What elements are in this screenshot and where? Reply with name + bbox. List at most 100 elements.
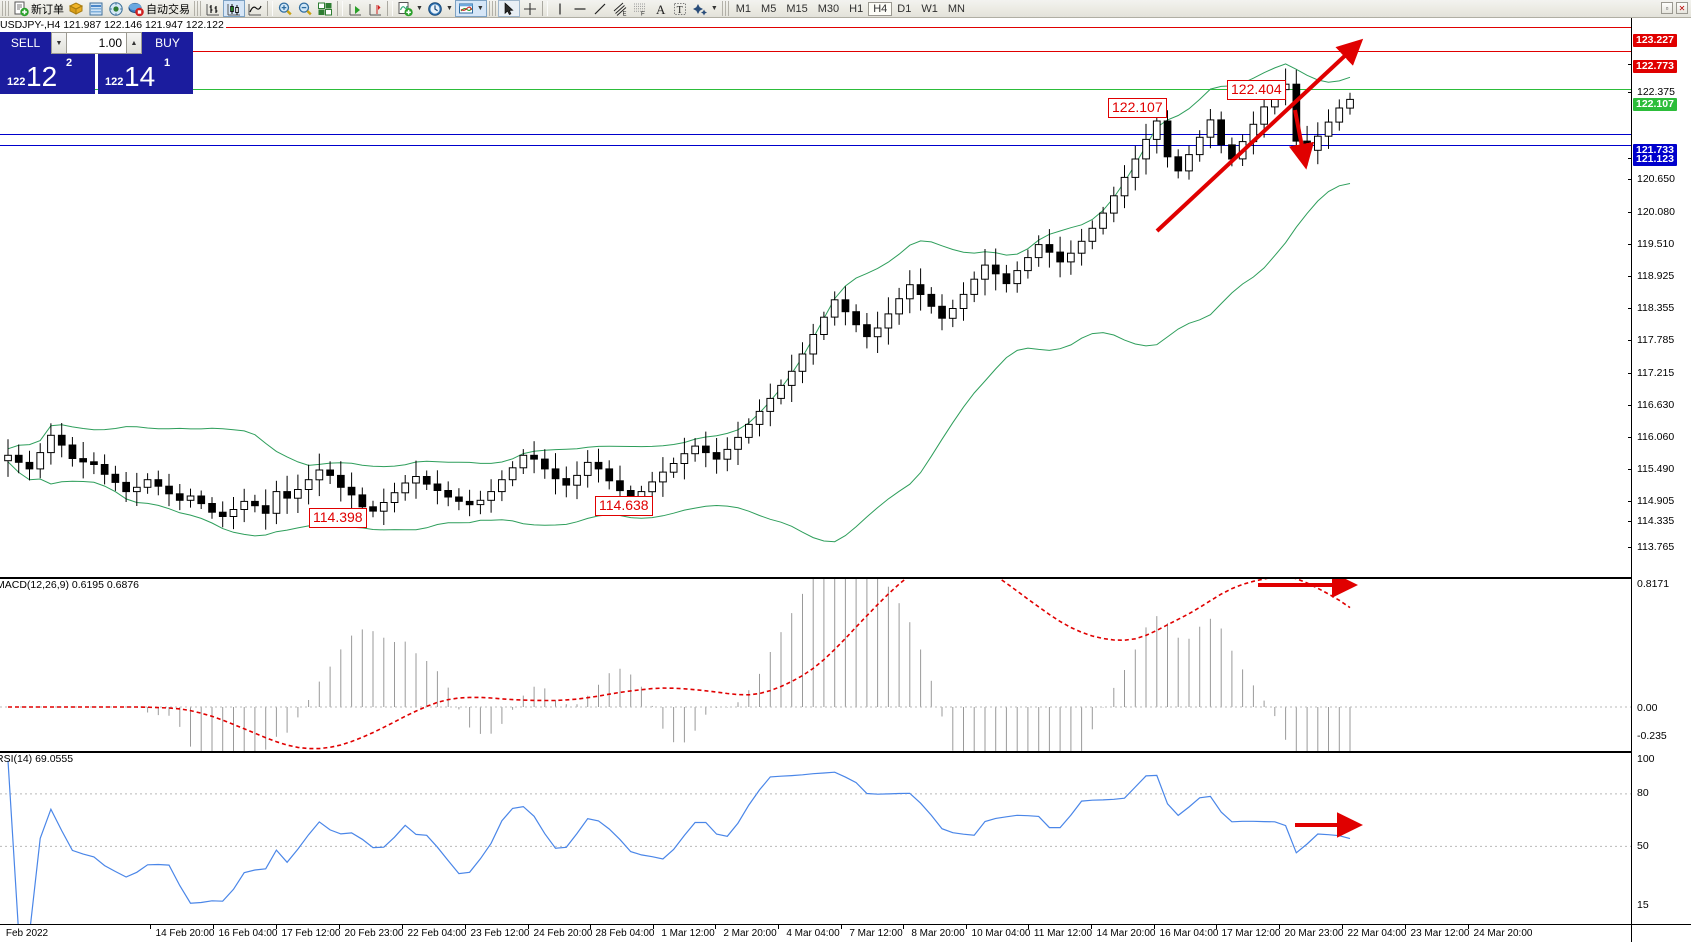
timeframe-h4[interactable]: H4 bbox=[868, 1, 893, 16]
timeframe-m15[interactable]: M15 bbox=[786, 2, 808, 15]
navigator-button[interactable] bbox=[106, 0, 126, 17]
time-axis-label: 22 Feb 04:00 bbox=[407, 928, 467, 939]
time-axis[interactable]: Feb 2022 14 Feb 20:00 16 Feb 04:00 17 Feb 1… bbox=[0, 924, 1691, 942]
support-line-lower bbox=[0, 145, 1631, 146]
time-tick bbox=[966, 925, 967, 929]
profiles-button[interactable] bbox=[66, 0, 86, 17]
new-order-label: 新订单 bbox=[31, 3, 64, 16]
toolbar-grip-3[interactable] bbox=[488, 1, 496, 16]
volume-decrement-button[interactable]: ▼ bbox=[51, 32, 67, 54]
market-watch-button[interactable] bbox=[86, 0, 106, 17]
fibonacci-icon: F bbox=[632, 1, 648, 17]
text-icon: A bbox=[652, 1, 668, 17]
auto-trading-button[interactable]: 自动交易 bbox=[126, 0, 192, 17]
time-axis-label: 24 Mar 20:00 bbox=[1473, 928, 1533, 939]
crosshair-icon bbox=[522, 1, 538, 17]
time-tick bbox=[778, 925, 779, 929]
shapes-dropdown-arrow[interactable]: ▼ bbox=[710, 5, 718, 12]
text-label-button[interactable]: T bbox=[670, 0, 690, 17]
indicators-dropdown-arrow[interactable]: ▼ bbox=[416, 5, 423, 12]
indicators-button[interactable]: ▼ bbox=[395, 0, 425, 17]
text-button[interactable]: A bbox=[650, 0, 670, 17]
time-axis-label: 28 Feb 04:00 bbox=[595, 928, 655, 939]
price-annotation-tag[interactable]: 114.638 bbox=[595, 496, 653, 516]
time-tick bbox=[1028, 925, 1029, 929]
time-axis-label: 17 Mar 12:00 bbox=[1221, 928, 1281, 939]
rsi-axis-label: 50 bbox=[1637, 840, 1649, 852]
timeframe-w1[interactable]: W1 bbox=[921, 2, 938, 15]
price-badge-bid-line: 122.107 bbox=[1633, 98, 1677, 111]
buy-button[interactable]: BUY bbox=[142, 32, 193, 54]
buy-quote[interactable]: 122 14 1 bbox=[98, 54, 193, 94]
chart-plot-area[interactable]: USDJPY-,H4 121.987 122.146 121.947 122.1… bbox=[0, 18, 1631, 924]
candlestick-chart-button[interactable] bbox=[223, 0, 245, 17]
time-tick bbox=[402, 925, 403, 929]
line-chart-button[interactable] bbox=[245, 0, 265, 17]
time-tick bbox=[1342, 925, 1343, 929]
timeframe-m1[interactable]: M1 bbox=[735, 2, 752, 15]
shapes-button[interactable]: ▼ bbox=[690, 0, 720, 17]
chart-shift-button[interactable] bbox=[365, 0, 385, 17]
new-order-button[interactable]: 新订单 bbox=[11, 0, 66, 17]
chart-close-button[interactable]: ✕ bbox=[1676, 2, 1688, 14]
horizontal-line-button[interactable] bbox=[570, 0, 590, 17]
templates-dropdown-arrow[interactable]: ▼ bbox=[476, 5, 484, 12]
time-tick bbox=[590, 925, 591, 929]
chart-window[interactable]: USDJPY-,H4 121.987 122.146 121.947 122.1… bbox=[0, 18, 1691, 942]
trendline-button[interactable] bbox=[590, 0, 610, 17]
timeframe-h1[interactable]: H1 bbox=[849, 2, 864, 15]
toolbar-grip[interactable] bbox=[2, 1, 9, 16]
volume-input[interactable]: 1.00 bbox=[67, 32, 126, 54]
equidistant-channel-button[interactable]: E bbox=[610, 0, 630, 17]
cursor-button[interactable] bbox=[497, 0, 520, 17]
price-axis-label: 119.510 bbox=[1637, 238, 1675, 250]
sell-button[interactable]: SELL bbox=[0, 32, 51, 54]
templates-button[interactable]: ▼ bbox=[454, 0, 487, 17]
tile-windows-button[interactable] bbox=[315, 0, 335, 17]
price-annotation-tag[interactable]: 122.107 bbox=[1108, 98, 1167, 118]
crosshair-button[interactable] bbox=[520, 0, 540, 17]
price-tick bbox=[1628, 501, 1632, 502]
time-axis-label: 16 Feb 04:00 bbox=[218, 928, 278, 939]
buy-quote-prefix: 122 bbox=[105, 76, 124, 88]
navigator-icon bbox=[108, 1, 124, 17]
timeframe-m5[interactable]: M5 bbox=[761, 2, 777, 15]
period-button[interactable]: ▼ bbox=[425, 0, 455, 17]
shapes-icon bbox=[692, 1, 708, 17]
time-axis-label: 20 Mar 23:00 bbox=[1284, 928, 1344, 939]
toolbar-grip-2[interactable] bbox=[194, 1, 201, 16]
buy-quote-main: 14 bbox=[124, 61, 156, 92]
time-tick bbox=[465, 925, 466, 929]
price-axis-label: 118.925 bbox=[1637, 270, 1675, 282]
timeframe-mn[interactable]: MN bbox=[947, 2, 965, 15]
vertical-line-button[interactable] bbox=[550, 0, 570, 17]
timeframe-d1[interactable]: D1 bbox=[897, 2, 912, 15]
zoom-out-button[interactable] bbox=[295, 0, 315, 17]
bar-chart-button[interactable] bbox=[203, 0, 223, 17]
price-annotation-tag[interactable]: 114.398 bbox=[309, 508, 367, 528]
price-tick bbox=[1628, 521, 1632, 522]
price-annotation-tag[interactable]: 122.404 bbox=[1227, 80, 1286, 100]
price-axis[interactable]: 122.945122.375121.335120.650120.080119.5… bbox=[1628, 18, 1691, 924]
one-click-trading-panel[interactable]: SELL ▼ 1.00 ▲ BUY 122 12 2 122 14 1 bbox=[0, 32, 193, 94]
time-axis-label: 2 Mar 20:00 bbox=[723, 928, 777, 939]
auto-scroll-button[interactable] bbox=[345, 0, 365, 17]
price-tick bbox=[1628, 64, 1632, 65]
sell-quote[interactable]: 122 12 2 bbox=[0, 54, 95, 94]
timeframe-m30[interactable]: M30 bbox=[817, 2, 840, 15]
price-tick bbox=[1628, 340, 1632, 341]
time-axis-label: 23 Feb 12:00 bbox=[470, 928, 530, 939]
zoom-in-button[interactable] bbox=[275, 0, 295, 17]
price-axis-label: 120.650 bbox=[1637, 173, 1675, 185]
toolbar-grip-4[interactable] bbox=[721, 1, 729, 16]
zoom-in-icon bbox=[277, 1, 293, 17]
time-tick bbox=[715, 925, 716, 929]
chart-restore-button[interactable]: ▫ bbox=[1661, 2, 1673, 14]
level-price-line bbox=[0, 51, 1631, 52]
fibonacci-button[interactable]: F bbox=[630, 0, 650, 17]
volume-increment-button[interactable]: ▲ bbox=[126, 32, 142, 54]
price-axis-label: 114.335 bbox=[1637, 515, 1675, 527]
macd-indicator-label: MACD(12,26,9) 0.6195 0.6876 bbox=[0, 579, 140, 591]
rsi-indicator-label: RSI(14) 69.0555 bbox=[0, 753, 74, 765]
period-dropdown-arrow[interactable]: ▼ bbox=[445, 5, 453, 12]
